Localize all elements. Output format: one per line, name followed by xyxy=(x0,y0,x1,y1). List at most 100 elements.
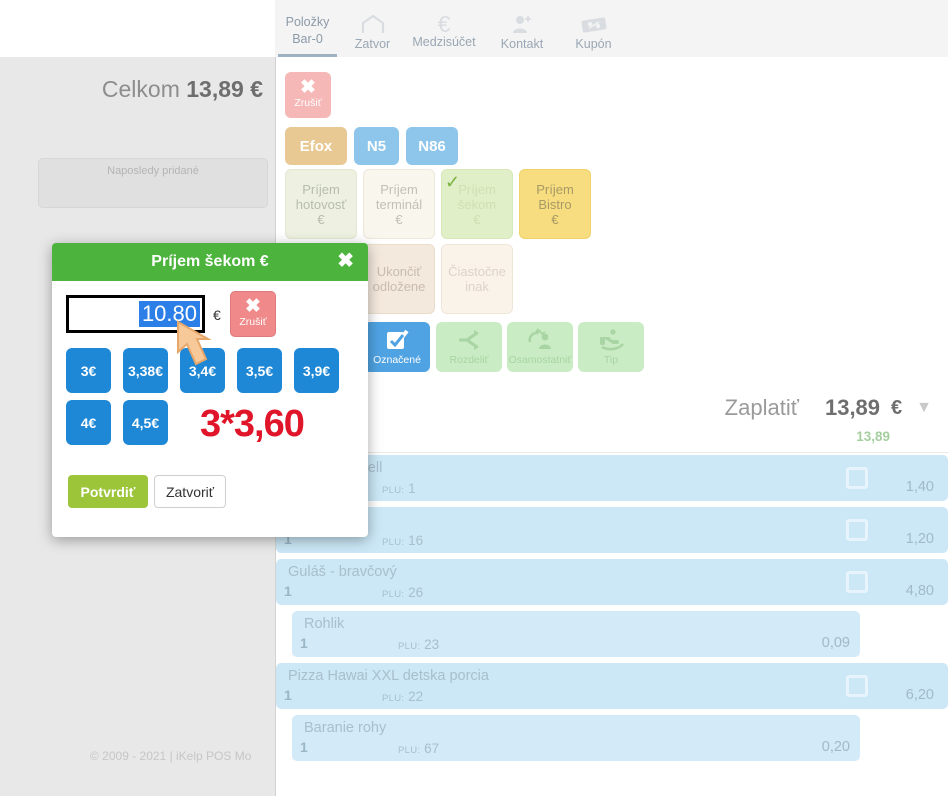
close-button[interactable]: Zatvoriť xyxy=(154,475,226,508)
tip-button[interactable]: Tip xyxy=(578,322,644,372)
cancel-button-top-label: Zrušiť xyxy=(294,97,322,109)
split-button[interactable]: Rozdeliť xyxy=(436,322,502,372)
payment-terminal-line2: terminál xyxy=(375,196,423,212)
pay-currency: € xyxy=(891,396,903,419)
item-quantity: 1 xyxy=(300,635,308,651)
close-icon: ✖ xyxy=(245,296,261,317)
total-label: Celkom xyxy=(101,76,180,102)
pay-amount: 13,89 xyxy=(824,395,881,420)
item-name: Rohlik xyxy=(304,616,345,632)
item-plu: PLU: 26 xyxy=(382,585,423,600)
order-item-list: Pilsner Urquell1PLU: 11,40Nescafé1PLU: 1… xyxy=(276,455,948,767)
item-plu-value: 1 xyxy=(408,481,416,496)
item-quantity: 1 xyxy=(284,583,292,599)
tab-polozky-sublabel: Bar-0 xyxy=(292,32,323,46)
home-icon xyxy=(340,14,405,34)
item-quantity: 1 xyxy=(284,687,292,703)
total-value: 13,89 € xyxy=(186,76,263,102)
marked-button[interactable]: Označené xyxy=(364,322,430,372)
payment-terminal-line1: Príjem xyxy=(380,181,418,197)
payment-bistro-line3: € xyxy=(551,211,559,227)
item-plu: PLU: 23 xyxy=(398,637,439,652)
payment-cash-line1: Príjem xyxy=(302,181,340,197)
payment-cash-line2: hotovosť xyxy=(295,196,347,212)
last-added-label: Naposledy pridané xyxy=(107,165,199,177)
tab-medzisucet[interactable]: € Medzisúčet xyxy=(405,0,483,51)
quick-amount-button[interactable]: 3,5€ xyxy=(237,348,282,393)
subtotal-row: 13,89 xyxy=(276,429,948,453)
item-select-checkbox[interactable] xyxy=(846,467,868,489)
item-plu: PLU: 16 xyxy=(382,533,423,548)
euro-icon: € xyxy=(437,11,451,37)
payment-bistro-button[interactable]: Príjem Bistro € xyxy=(519,169,591,239)
hand-tip-icon xyxy=(597,328,625,354)
table-row[interactable]: Baranie rohy 1 PLU: 67 0,20 xyxy=(292,715,860,761)
copyright-text: © 2009 - 2021 | iKelp POS Mo xyxy=(90,749,252,763)
checkbox-checked-icon xyxy=(384,328,410,354)
dialog-header: Príjem šekom € ✖ xyxy=(52,243,368,281)
table-row[interactable]: Guláš - bravčový 1 PLU: 26 4,80 xyxy=(276,559,948,605)
table-row[interactable]: Nescafé1PLU: 161,20 xyxy=(276,507,948,553)
dialog-title: Príjem šekom € xyxy=(151,253,269,270)
item-price: 4,80 xyxy=(905,583,934,599)
item-price: 1,40 xyxy=(905,479,934,495)
tab-zatvor[interactable]: Zatvor xyxy=(340,0,405,53)
item-plu-value: 26 xyxy=(408,585,424,600)
item-select-checkbox[interactable] xyxy=(846,519,868,541)
quick-amount-button[interactable]: 3,38€ xyxy=(123,348,168,393)
item-plu-value: 22 xyxy=(408,689,424,704)
efox-button[interactable]: Efox xyxy=(285,127,347,165)
table-row[interactable]: Rohlik 1 PLU: 23 0,09 xyxy=(292,611,860,657)
table-row[interactable]: Pilsner Urquell1PLU: 11,40 xyxy=(276,455,948,501)
separate-button-label: Osamostatniť xyxy=(508,354,572,366)
tab-kupon[interactable]: Kupón xyxy=(561,0,626,53)
quick-amount-button[interactable]: 4,5€ xyxy=(123,400,168,445)
payment-cash-button[interactable]: Príjem hotovosť € xyxy=(285,169,357,239)
cancel-button-top[interactable]: ✖ Zrušiť xyxy=(285,72,331,118)
partial-other-line2: inak xyxy=(465,279,489,294)
n5-button[interactable]: N5 xyxy=(354,127,399,165)
item-select-checkbox[interactable] xyxy=(846,571,868,593)
item-name: Baranie rohy xyxy=(304,720,387,736)
item-plu-value: 16 xyxy=(408,533,424,548)
tab-kupon-label: Kupón xyxy=(575,37,612,51)
chevron-down-icon[interactable]: ▼ xyxy=(916,399,932,416)
partial-other-button[interactable]: Čiastočne inak xyxy=(441,244,513,314)
pay-label: Zaplatiť xyxy=(724,395,799,420)
item-name: Guláš - bravčový xyxy=(288,564,397,580)
pay-bar[interactable]: Zaplatiť 13,89 € ▼ xyxy=(276,387,948,429)
close-icon[interactable]: ✖ xyxy=(337,250,354,272)
item-name: Pizza Hawai XXL detska porcia xyxy=(288,668,489,684)
amount-input-wrapper[interactable]: 10.80 xyxy=(66,295,205,333)
tab-polozky[interactable]: Položky Bar-0 xyxy=(275,0,340,57)
table-row[interactable]: Pizza Hawai XXL detska porcia 1 PLU: 22 6,2… xyxy=(276,663,948,709)
confirm-button[interactable]: Potvrdiť xyxy=(68,475,148,508)
main-work-area: ✖ Zrušiť Efox N5 N86 Príjem hotovosť € P… xyxy=(276,57,948,796)
cancel-button-dialog[interactable]: ✖ Zrušiť xyxy=(230,291,276,337)
subtotal-value: 13,89 xyxy=(856,429,890,444)
payment-cash-line3: € xyxy=(317,211,325,227)
amount-input-value: 10.80 xyxy=(138,301,200,327)
payment-cheque-button[interactable]: ✓ Príjem šekom € xyxy=(441,169,513,239)
item-select-checkbox[interactable] xyxy=(846,675,868,697)
item-plu: PLU: 1 xyxy=(382,481,416,496)
finish-deferred-line2: odložene xyxy=(372,279,426,294)
separate-person-icon xyxy=(526,328,554,354)
separate-button[interactable]: Osamostatniť xyxy=(507,322,573,372)
quick-amount-button[interactable]: 3,9€ xyxy=(294,348,339,393)
payment-cheque-line3: € xyxy=(473,211,481,227)
item-quantity: 1 xyxy=(284,531,292,547)
item-price: 0,09 xyxy=(821,635,850,651)
quick-amount-button[interactable]: 3€ xyxy=(66,348,111,393)
close-icon: ✖ xyxy=(300,77,316,98)
split-icon xyxy=(456,328,482,354)
n86-button[interactable]: N86 xyxy=(406,127,458,165)
payment-terminal-button[interactable]: Príjem terminál € xyxy=(363,169,435,239)
quick-amount-button[interactable]: 4€ xyxy=(66,400,111,445)
item-price: 1,20 xyxy=(905,531,934,547)
item-plu: PLU: 67 xyxy=(398,741,439,756)
cancel-button-dialog-label: Zrušiť xyxy=(239,316,267,328)
tab-kontakt[interactable]: Kontakt xyxy=(483,0,561,53)
finish-deferred-button[interactable]: Ukončiť odložene xyxy=(363,244,435,314)
amount-input[interactable]: 10.80 xyxy=(66,295,205,333)
